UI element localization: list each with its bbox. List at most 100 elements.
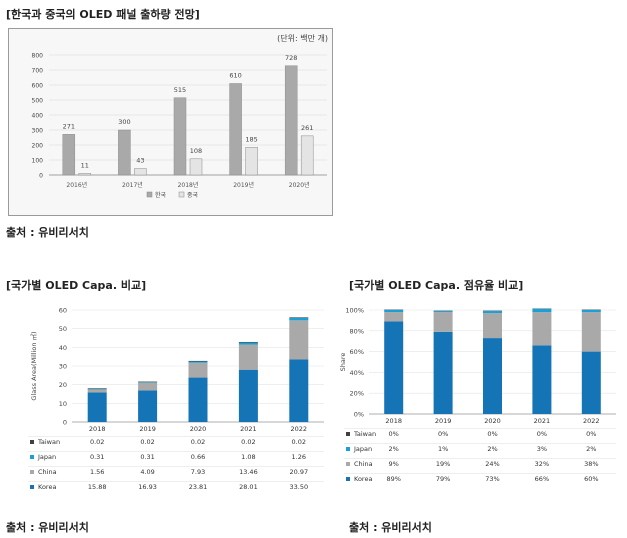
left-ytick-label: 20 xyxy=(59,381,67,389)
top-xtick-label: 2016년 xyxy=(66,181,87,189)
left-ytick-label: 10 xyxy=(59,400,67,408)
right-chart-title: [국가별 OLED Capa. 점유율 비교] xyxy=(349,279,524,292)
top-bar-중국 xyxy=(245,147,258,176)
left-table-cell: 1.08 xyxy=(241,453,255,461)
left-xtick-label: 2018 xyxy=(89,425,106,433)
right-table-cell: 0% xyxy=(487,430,497,438)
left-ytick-label: 0 xyxy=(63,419,67,427)
right-table-cell: 2% xyxy=(586,445,596,453)
right-table-cell: 38% xyxy=(584,460,598,468)
top-xtick-label: 2020년 xyxy=(289,181,310,189)
right-ytick-label: 100% xyxy=(345,307,364,315)
top-bar-중국 xyxy=(300,135,314,176)
right-legend-swatch xyxy=(346,477,350,481)
right-legend-label: Korea xyxy=(354,475,372,483)
left-table-cell: 33.50 xyxy=(289,483,308,491)
top-legend-label: 중국 xyxy=(187,192,199,199)
left-table-cell: 13.46 xyxy=(239,468,258,476)
left-table-cell: 28.01 xyxy=(239,483,258,491)
left-ytick-label: 40 xyxy=(59,344,67,352)
right-legend-label: Japan xyxy=(353,445,372,453)
right-bar-china xyxy=(384,312,404,322)
right-legend-swatch xyxy=(346,447,350,451)
top-bar-한국 xyxy=(62,134,76,176)
top-chart-source: 출처 : 유비리서치 xyxy=(6,226,89,239)
top-ytick-label: 0 xyxy=(39,173,43,180)
left-table-cell: 0.02 xyxy=(140,438,154,446)
left-bar-korea xyxy=(289,359,309,422)
right-ytick-label: 0% xyxy=(354,411,364,419)
top-data-label: 728 xyxy=(285,54,297,62)
top-data-label: 261 xyxy=(301,124,313,132)
left-bar-japan xyxy=(138,382,158,383)
left-table-cell: 15.88 xyxy=(88,483,107,491)
top-ytick-label: 700 xyxy=(32,68,44,75)
top-bar-한국 xyxy=(118,129,131,176)
right-bar-korea xyxy=(483,338,502,414)
right-bar-japan xyxy=(384,310,404,313)
right-bar-japan xyxy=(433,311,453,313)
left-bar-japan xyxy=(289,317,309,321)
left-xtick-label: 2019 xyxy=(139,425,156,433)
right-bar-korea xyxy=(433,331,453,414)
right-legend-swatch xyxy=(346,462,350,466)
top-xtick-label: 2019년 xyxy=(233,181,254,189)
left-xtick-label: 2020 xyxy=(190,425,207,433)
top-legend-swatch xyxy=(146,191,153,198)
right-table-cell: 3% xyxy=(537,445,547,453)
right-table-cell: 89% xyxy=(386,475,400,483)
right-bar-korea xyxy=(581,351,601,414)
right-bar-japan xyxy=(581,310,601,313)
left-table-cell: 0.02 xyxy=(90,438,104,446)
right-table-cell: 32% xyxy=(535,460,549,468)
top-data-label: 610 xyxy=(229,72,241,80)
right-xtick-label: 2020 xyxy=(484,417,501,425)
left-xtick-label: 2021 xyxy=(240,425,257,433)
right-bar-japan xyxy=(532,308,552,313)
right-bar-korea xyxy=(384,321,404,414)
right-table-cell: 0% xyxy=(438,430,448,438)
top-legend-swatch xyxy=(178,191,185,198)
right-table-cell: 79% xyxy=(436,475,450,483)
left-table-cell: 0.31 xyxy=(90,453,104,461)
left-ytick-label: 30 xyxy=(59,363,67,371)
top-ytick-label: 200 xyxy=(32,143,44,150)
top-chart-unit: (단위: 백만 개) xyxy=(277,34,328,43)
right-table-cell: 2% xyxy=(487,445,497,453)
right-table-cell: 60% xyxy=(584,475,598,483)
left-ytick-label: 60 xyxy=(59,307,67,315)
left-bar-taiwan xyxy=(238,341,258,343)
top-data-label: 185 xyxy=(245,135,257,143)
top-legend-label: 한국 xyxy=(155,192,167,199)
left-table-cell: 16.93 xyxy=(138,483,157,491)
left-ytick-label: 50 xyxy=(59,325,67,333)
left-bar-taiwan xyxy=(87,388,107,389)
left-table-cell: 0.02 xyxy=(241,438,255,446)
right-table-cell: 2% xyxy=(389,445,399,453)
left-bar-japan xyxy=(238,342,258,345)
left-legend-swatch xyxy=(30,440,34,444)
left-bar-china xyxy=(188,362,208,378)
left-chart-svg: 0 10 20 30 40 50 60 Glass Area(Million ㎡) 2018 20… xyxy=(28,307,324,491)
right-table-cell: 73% xyxy=(485,475,499,483)
left-bar-korea xyxy=(138,390,158,422)
top-data-label: 271 xyxy=(63,122,75,130)
left-bar-china xyxy=(289,320,309,360)
right-table-cell: 24% xyxy=(485,460,499,468)
right-table-cell: 9% xyxy=(389,460,399,468)
right-ytick-label: 80% xyxy=(350,327,364,335)
right-table-cell: 0% xyxy=(537,430,547,438)
left-chart-title: [국가별 OLED Capa. 비교] xyxy=(6,279,147,292)
top-data-label: 43 xyxy=(136,157,144,165)
top-ytick-label: 800 xyxy=(32,53,44,60)
top-chart-svg: 0 100 200 300 400 500 600 700 800 271 11 2016년 300 43… xyxy=(32,53,327,199)
left-table-cell: 7.93 xyxy=(191,468,205,476)
top-ytick-label: 600 xyxy=(32,83,44,90)
top-bar-한국 xyxy=(229,83,242,176)
right-bar-china xyxy=(483,313,502,339)
left-bar-korea xyxy=(188,377,208,422)
right-chart-source: 출처 : 유비리서치 xyxy=(349,521,432,534)
left-table-cell: 23.81 xyxy=(189,483,208,491)
left-bar-china xyxy=(87,389,107,393)
left-bar-japan xyxy=(188,361,208,363)
